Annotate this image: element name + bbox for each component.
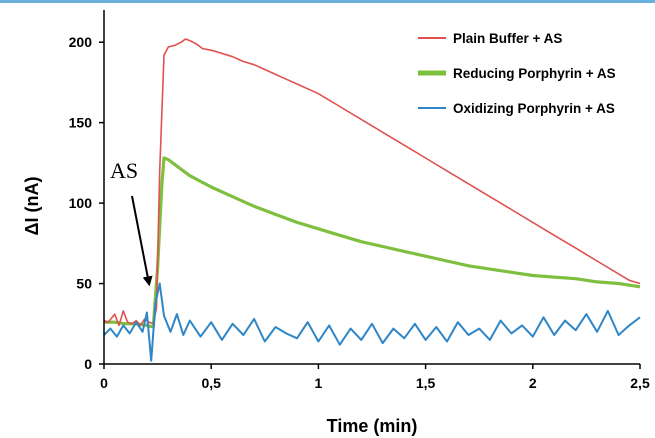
series-line-0 (103, 38, 641, 327)
series-line-2 (103, 282, 641, 362)
legend-label-1: Reducing Porphyrin + AS (453, 66, 616, 81)
series-line-1 (104, 156, 641, 329)
x-tick-label: 0,5 (201, 375, 221, 391)
x-tick-label: 1,5 (416, 375, 436, 391)
x-axis-title: Time (min) (327, 416, 418, 436)
y-tick-label: 50 (76, 276, 92, 292)
y-axis-title: ΔI (nA) (22, 177, 42, 236)
legend-label-2: Oxidizing Porphyrin + AS (453, 101, 615, 116)
y-tick-label: 200 (69, 34, 93, 50)
y-tick-label: 0 (84, 356, 92, 372)
legend: Plain Buffer + AS Reducing Porphyrin + AS… (418, 31, 616, 116)
annotation: AS (110, 158, 153, 287)
x-tick-label: 1 (315, 375, 323, 391)
x-tick-label: 0 (100, 375, 108, 391)
top-border-line (0, 0, 655, 3)
x-tick-label: 2,5 (630, 375, 650, 391)
series-layer (103, 38, 641, 362)
x-tick-label: 2 (529, 375, 537, 391)
y-tick-label: 100 (69, 195, 93, 211)
y-tick-label: 150 (69, 115, 93, 131)
annotation-text: AS (110, 158, 138, 183)
ticks-layer: 0 0,5 1 1,5 2 2,5 0 50 100 150 200 (69, 34, 650, 391)
axes-layer (103, 10, 640, 365)
annotation-arrow (131, 195, 153, 287)
legend-label-0: Plain Buffer + AS (453, 31, 562, 46)
